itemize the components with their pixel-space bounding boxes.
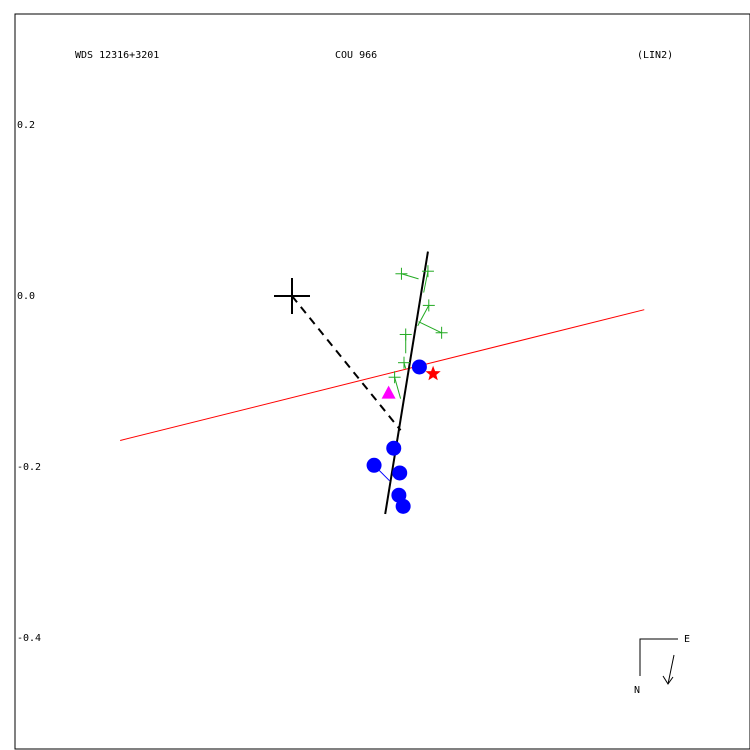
blue-observations	[366, 359, 427, 514]
y-tick-label: 0.2	[17, 120, 35, 131]
dashed-line	[291, 295, 402, 431]
special-markers	[381, 365, 441, 399]
green-observations	[388, 265, 448, 399]
plot-frame	[14, 13, 750, 750]
y-tick-label: -0.2	[17, 462, 41, 473]
header-right-label: (LIN2)	[637, 50, 673, 61]
compass-arrow-shaft	[667, 654, 675, 685]
green-observation-point	[399, 328, 412, 341]
compass-north-label: N	[634, 685, 640, 696]
linear-fit-line	[384, 251, 429, 515]
blue-observation-point	[411, 359, 427, 375]
compass: N E	[634, 634, 690, 696]
green-observation-point	[395, 267, 408, 280]
reference-line	[120, 309, 645, 441]
magenta-triangle-point	[381, 385, 396, 399]
compass-arrow-head	[662, 675, 674, 685]
y-tick-label: -0.4	[17, 633, 41, 644]
green-residual-line	[418, 321, 442, 334]
green-residual-line	[401, 273, 419, 280]
green-observation-point	[398, 356, 411, 369]
compass-east-label: E	[684, 634, 690, 645]
blue-observation-point	[366, 457, 382, 473]
green-observation-point	[435, 326, 448, 339]
green-observation-point	[421, 265, 434, 278]
red-star-point	[425, 365, 441, 381]
primary-star	[274, 278, 310, 314]
y-tick-labels: 0.2 0.0 -0.2 -0.4	[17, 120, 41, 644]
blue-observation-point	[395, 498, 411, 514]
green-residual-line	[394, 377, 402, 399]
green-observation-point	[388, 371, 401, 384]
blue-observation-point	[392, 465, 408, 481]
header-left-label: WDS 12316+3201	[75, 50, 159, 61]
header-center-label: COU 966	[335, 50, 377, 61]
green-residual-line	[423, 271, 429, 293]
blue-observation-point	[386, 440, 402, 456]
compass-axes	[639, 638, 678, 676]
green-observation-point	[422, 299, 435, 312]
y-tick-label: 0.0	[17, 291, 35, 302]
